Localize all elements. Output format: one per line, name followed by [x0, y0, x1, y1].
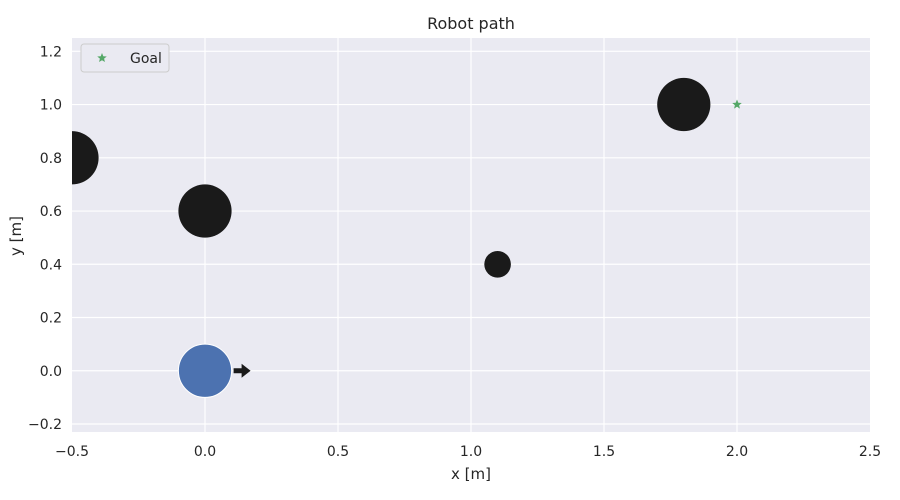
- x-axis-label: x [m]: [451, 465, 491, 483]
- obstacle: [484, 250, 511, 278]
- tick-labels: −0.5 0.0 0.5 1.0 1.5 2.0 2.5 −0.2 0.0 0.2 0.4 0.6 0.…: [28, 44, 881, 460]
- grid: [72, 38, 870, 432]
- y-tick-label: 0.8: [40, 151, 62, 167]
- x-tick-label: 0.5: [327, 444, 349, 460]
- y-axis-label: y [m]: [7, 216, 25, 256]
- legend: Goal: [80, 43, 170, 73]
- legend-box: [80, 43, 170, 73]
- obstacle: [72, 131, 99, 185]
- chart-marks: [72, 77, 742, 398]
- x-tick-label: 2.5: [859, 444, 881, 460]
- obstacle: [657, 77, 711, 132]
- legend-goal-star-icon: [97, 53, 107, 63]
- obstacle: [178, 184, 232, 238]
- y-tick-label: 0.4: [40, 257, 62, 273]
- robot-heading-arrow: [233, 363, 251, 378]
- robot: [177, 343, 233, 398]
- x-tick-label: 1.0: [460, 444, 482, 460]
- x-tick-label: 2.0: [726, 444, 748, 460]
- y-tick-label: 1.2: [40, 44, 62, 60]
- y-tick-label: −0.2: [28, 417, 62, 433]
- legend-star: [97, 53, 107, 63]
- x-tick-label: 1.5: [593, 444, 615, 460]
- y-tick-label: 1.0: [40, 98, 62, 114]
- goal-point: [732, 99, 742, 109]
- y-tick-label: 0.2: [40, 311, 62, 327]
- plot-content: [72, 77, 742, 398]
- y-tick-label: 0.6: [40, 204, 62, 220]
- legend-label-goal: Goal: [130, 51, 162, 67]
- x-tick-label: 0.0: [194, 444, 216, 460]
- y-tick-label: 0.0: [40, 364, 62, 380]
- x-tick-label: −0.5: [55, 444, 89, 460]
- chart-title: Robot path: [427, 14, 515, 33]
